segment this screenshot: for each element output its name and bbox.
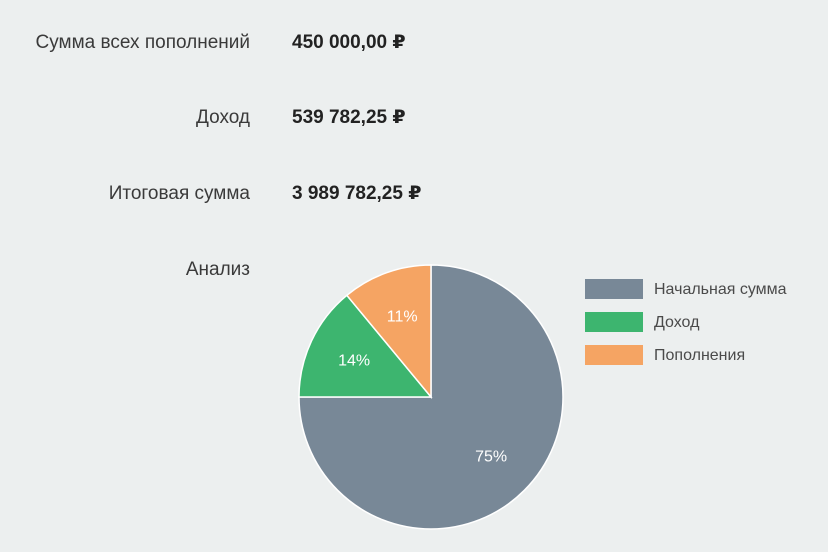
legend-label-2: Доход [654,314,700,331]
legend-swatch-3 [585,345,643,365]
pie-slice-1 [298,264,564,530]
chart-legend: Начальная сумма Доход Пополнения [585,279,825,378]
income-row: Доход 539 782,25 ₽ [0,98,828,138]
legend-label-3: Пополнения [654,347,746,364]
deposits-row: Сумма всех пополнений 450 000,00 ₽ [0,23,828,63]
total-row: Итоговая сумма 3 989 782,25 ₽ [0,174,828,214]
legend-swatch-2 [585,312,643,332]
legend-item-3: Пополнения [585,345,825,366]
pie-slice-label-2: 14% [338,352,370,369]
total-value: 3 989 782,25 ₽ [292,183,422,204]
analysis-label: Анализ [185,259,250,280]
pie-slice-2 [298,294,433,398]
deposits-label: Сумма всех пополнений [35,32,250,53]
pie-slice-label-1: 75% [475,449,507,466]
analysis-pie-chart: 75% 14% 11% [298,264,564,530]
legend-label-1: Начальная сумма [654,281,787,298]
income-value: 539 782,25 ₽ [292,107,406,128]
pie-slice-label-3: 11% [387,309,418,326]
income-label: Доход [196,107,250,128]
legend-item-1: Начальная сумма [585,279,825,300]
legend-item-2: Доход [585,312,825,333]
analysis-row: Анализ [0,250,828,290]
pie-slice-3 [345,264,432,400]
legend-swatch-1 [585,279,643,299]
deposits-value: 450 000,00 ₽ [292,32,406,53]
total-label: Итоговая сумма [108,183,250,204]
